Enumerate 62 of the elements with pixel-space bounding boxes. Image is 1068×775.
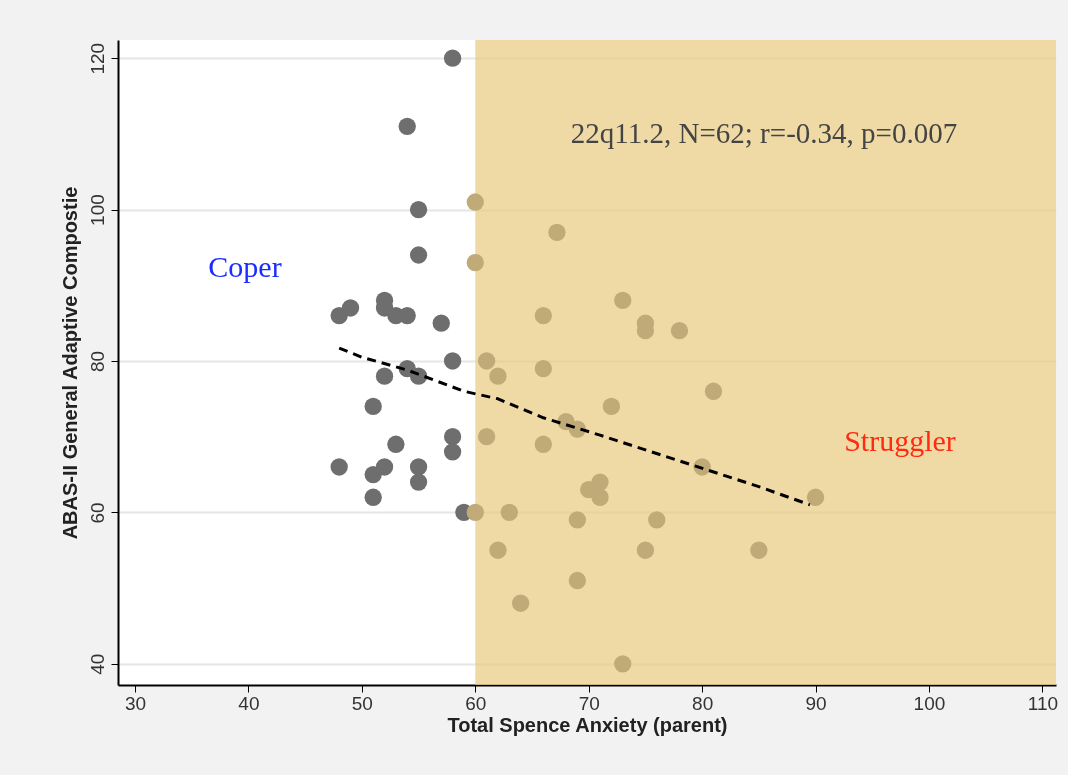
point [409,246,428,264]
y-tick-label: 40 [86,653,108,675]
point [568,511,587,529]
point [591,488,609,506]
y-tick-label: 60 [86,502,108,524]
point [364,397,382,416]
x-tick-label: 110 [1027,692,1059,714]
point [750,541,768,559]
point [534,435,552,453]
x-axis-title: Total Spence Anxiety (parent) [447,713,728,736]
point [330,458,348,476]
x-tick-label: 40 [238,692,260,714]
point [409,458,428,476]
point [364,488,382,506]
point [466,503,484,522]
x-tick-label: 90 [805,692,827,714]
point [432,314,450,332]
point [568,571,587,590]
point [534,359,552,378]
point [443,443,462,461]
point [602,397,621,416]
point [670,322,689,340]
point [648,511,666,529]
point [500,503,518,522]
y-tick-label: 120 [86,42,108,75]
y-tick-label: 80 [86,350,108,373]
point [591,473,609,491]
x-tick-label: 60 [465,692,487,714]
point [409,200,428,219]
point [489,541,507,559]
point [466,193,484,211]
point [477,352,496,370]
x-tick-label: 70 [578,692,600,714]
point [466,253,484,272]
x-tick-label: 80 [692,692,714,714]
point [489,367,507,385]
point [443,352,462,370]
point [477,428,496,446]
point [375,458,394,476]
x-tick-label: 50 [351,692,373,714]
point [341,299,360,317]
x-tick-label: 30 [124,692,147,714]
point [443,49,462,67]
point [398,117,416,135]
point [375,367,394,385]
point [387,435,405,453]
point [409,473,428,491]
point [548,223,566,241]
point [636,541,655,559]
point [704,382,723,400]
y-axis-title: ABAS-II General Adaptive Compostie [58,186,81,540]
point [614,291,632,310]
point [614,655,632,673]
point [443,428,462,446]
annotation: Struggler [844,424,956,457]
annotation: 22q11.2, N=62; r=-0.34, p=0.007 [570,117,958,149]
point [806,488,825,506]
point [534,306,552,325]
y-tick-label: 100 [86,194,108,226]
point [511,594,530,612]
x-tick-label: 100 [913,692,946,714]
annotation: Coper [208,250,282,283]
